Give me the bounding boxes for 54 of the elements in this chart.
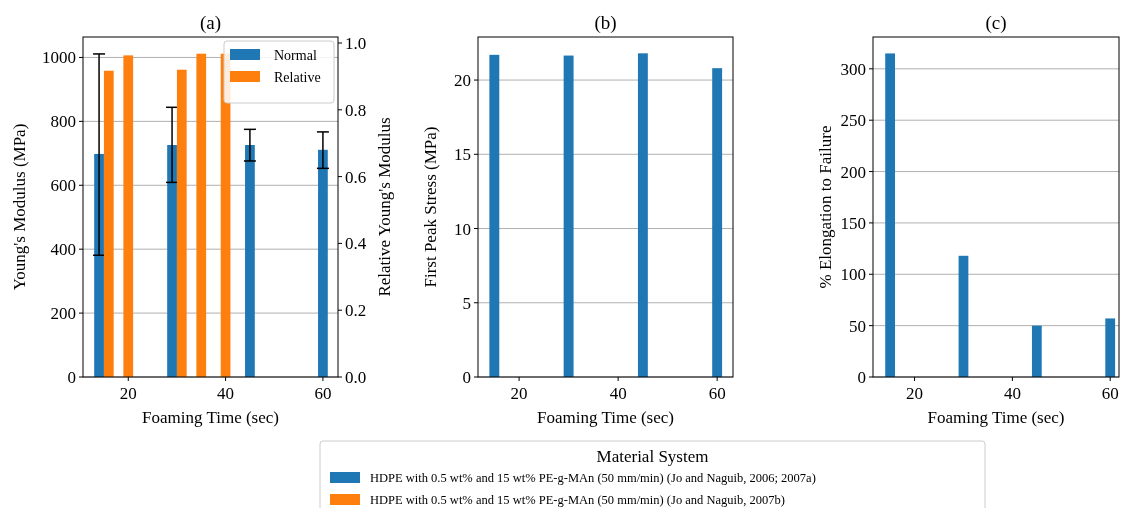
x-tick-label: 60 [1101, 384, 1119, 403]
x-tick-label: 40 [217, 384, 235, 403]
y2-axis-title: Relative Young's Modulus [375, 117, 394, 297]
y2-tick-label: 0.0 [345, 368, 367, 387]
y-tick-label: 0 [857, 368, 866, 387]
x-tick-label: 20 [906, 384, 924, 403]
y-tick-label: 0 [67, 368, 76, 387]
y-tick-label: 50 [849, 316, 866, 336]
text: Material System [596, 447, 709, 466]
x-axis-title: Foaming Time (sec) [537, 408, 674, 427]
y-tick-label: 100 [840, 265, 866, 285]
chart-title: (a) [199, 12, 222, 34]
bar [958, 255, 969, 377]
y2-tick-label: 0.6 [345, 167, 367, 187]
y-tick-label: 200 [840, 162, 866, 182]
y2-tick-label: 1.0 [345, 34, 367, 54]
x-axis-title: Foaming Time (sec) [927, 408, 1065, 427]
y-axis-title: First Peak Stress (MPa) [421, 126, 440, 288]
x-tick-label: 40 [1003, 384, 1021, 403]
text: HDPE with 0.5 wt% and 15 wt% PE-g-MAn (50 mm/min) (Jo and Naguib, 2007b) [370, 493, 785, 507]
legend-label: Relative [274, 70, 321, 85]
y-tick-label: 400 [50, 240, 76, 260]
x-axis-title: Foaming Time (sec) [142, 408, 279, 427]
y2-tick-label: 0.2 [345, 301, 367, 321]
y-tick-label: 300 [840, 59, 866, 79]
y2-tick-label: 0.4 [345, 234, 367, 254]
x-tick-label: 20 [510, 384, 528, 403]
text: HDPE with 0.5 wt% and 15 wt% PE-g-MAn (50 mm/min) (Jo and Naguib, 2006; 2007a) [370, 471, 816, 485]
chart-title: (c) [985, 12, 1007, 34]
x-tick-label: 20 [119, 384, 137, 403]
bar [1031, 325, 1042, 377]
x-tick-label: 40 [609, 384, 627, 403]
y-tick-label: 600 [50, 176, 76, 196]
x-tick-label: 60 [314, 384, 332, 403]
y-tick-label: 15 [454, 145, 471, 165]
y-tick-label: 0 [462, 368, 471, 387]
y-axis-title: Young's Modulus (MPa) [10, 123, 29, 291]
y-tick-label: 250 [840, 111, 866, 131]
y-tick-label: 5 [462, 293, 471, 313]
x-tick-label: 60 [708, 384, 726, 403]
y2-tick-label: 0.8 [345, 100, 367, 120]
legend-label: Normal [274, 48, 317, 63]
bar [1105, 318, 1116, 377]
bar [885, 53, 896, 377]
y-tick-label: 150 [840, 213, 866, 233]
chart-title: (b) [594, 12, 617, 34]
y-tick-label: 800 [50, 112, 76, 132]
y-axis-title: % Elongation to Failure [816, 125, 835, 289]
bar [123, 55, 134, 377]
y-tick-label: 1000 [42, 48, 76, 68]
y-tick-label: 20 [454, 71, 471, 91]
y-tick-label: 200 [50, 304, 76, 324]
bar [196, 53, 207, 377]
y-tick-label: 10 [454, 219, 471, 239]
